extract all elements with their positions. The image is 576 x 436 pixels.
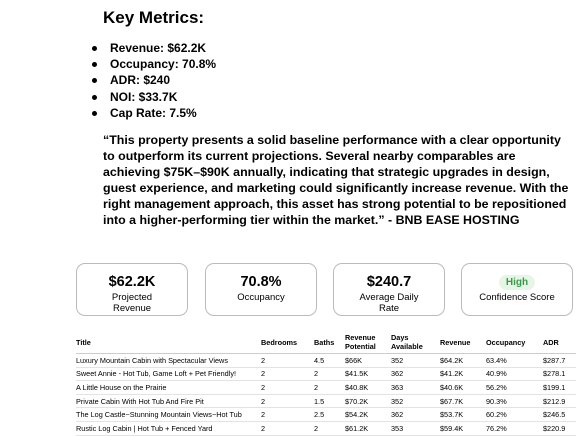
table-cell: $41.5K (345, 367, 391, 382)
card-label: Average Daily Rate (359, 292, 419, 314)
table-cell: The Log Castle~Stunning Mountain Views~H… (76, 407, 261, 422)
table-row: A Little House on the Prairie 2 2 $40.8K 363… (76, 380, 576, 395)
table-cell: Rustic Log Cabin | Hot Tub + Fenced Yard (76, 421, 261, 436)
table-cell: $66K (345, 353, 391, 368)
table-cell: 2 (314, 421, 345, 436)
table-cell: 2 (261, 353, 314, 368)
table-cell: $67.7K (440, 394, 486, 409)
table-cell: $199.1 (543, 380, 576, 395)
table-row: Rustic Log Cabin | Hot Tub + Fenced Yard… (76, 421, 576, 436)
table-cell: 60.2% (486, 407, 543, 422)
quote: “This property presents a solid baseline… (103, 133, 569, 227)
table-cell: $59.4K (440, 421, 486, 436)
table-cell: 2 (314, 380, 345, 395)
table-cell: $54.2K (345, 407, 391, 422)
table-cell: 56.2% (486, 380, 543, 395)
table-cell: 76.2% (486, 421, 543, 436)
bullet-item: ADR: $240 (92, 72, 216, 88)
table-cell: 2 (314, 367, 345, 382)
table-cell: 2 (261, 380, 314, 395)
table-cell: $287.7 (543, 353, 576, 368)
table-cell: $53.7K (440, 407, 486, 422)
table-cell: 90.3% (486, 394, 543, 409)
confidence-badge: High (498, 275, 536, 290)
table-cell: Private Cabin With Hot Tub And Fire Pit (76, 394, 261, 409)
comparables-table: Title Bedrooms Baths Revenue Potential Days … (76, 331, 576, 436)
table-cell: 40.9% (486, 367, 543, 382)
table-row: Luxury Mountain Cabin with Spectacular V… (76, 353, 576, 368)
bullet-item: Cap Rate: 7.5% (92, 105, 216, 121)
table-cell: 362 (391, 407, 440, 422)
table-row: Sweet Annie - Hot Tub, Game Loft + Pet F… (76, 367, 576, 382)
table-cell: 353 (391, 421, 440, 436)
column-header: Days Available (391, 331, 440, 354)
table-cell: $70.2K (345, 394, 391, 409)
column-header: Revenue (440, 331, 486, 354)
metric-card: $240.7 Average Daily Rate (333, 263, 445, 316)
badge-wrap: High (462, 264, 572, 290)
table-cell: 4.5 (314, 353, 345, 368)
table-cell: 2 (261, 367, 314, 382)
metric-card: High Confidence Score (461, 263, 573, 316)
table-row: The Log Castle~Stunning Mountain Views~H… (76, 407, 576, 422)
table-cell: 1.5 (314, 394, 345, 409)
column-header: Bedrooms (261, 331, 314, 354)
table-cell: 362 (391, 367, 440, 382)
table-cell: $220.9 (543, 421, 576, 436)
table-cell: 63.4% (486, 353, 543, 368)
table-cell: Sweet Annie - Hot Tub, Game Loft + Pet F… (76, 367, 261, 382)
card-value: 70.8% (240, 274, 282, 290)
table-cell: $40.8K (345, 380, 391, 395)
column-header: Title (76, 331, 261, 354)
table-cell: 2.5 (314, 407, 345, 422)
table-cell: $41.2K (440, 367, 486, 382)
header-row: Title Bedrooms Baths Revenue Potential Days … (76, 331, 576, 354)
table-cell: A Little House on the Prairie (76, 380, 261, 395)
table-cell: $61.2K (345, 421, 391, 436)
table-cell: $40.6K (440, 380, 486, 395)
table-row: Private Cabin With Hot Tub And Fire Pit 2… (76, 394, 576, 409)
table-cell: $246.5 (543, 407, 576, 422)
bullet-item: Occupancy: 70.8% (92, 56, 216, 72)
card-value: $240.7 (366, 274, 412, 290)
card-label: Confidence Score (479, 292, 555, 303)
column-header: Occupancy (486, 331, 543, 354)
table-cell: $278.1 (543, 367, 576, 382)
table-cell: 2 (261, 394, 314, 409)
table-cell: 363 (391, 380, 440, 395)
table-cell: $64.2K (440, 353, 486, 368)
table-body: Luxury Mountain Cabin with Spectacular V… (76, 353, 576, 436)
bullet-item: NOI: $33.7K (92, 89, 216, 105)
table-cell: 2 (261, 421, 314, 436)
table-cell: 352 (391, 353, 440, 368)
bullet-item: Revenue: $62.2K (92, 40, 216, 56)
metric-card: $62.2K Projected Revenue (76, 263, 188, 316)
table-cell: $212.9 (543, 394, 576, 409)
table-cell: Luxury Mountain Cabin with Spectacular V… (76, 353, 261, 368)
heading: Key Metrics: (103, 8, 205, 27)
bullet-list: Revenue: $62.2K Occupancy: 70.8% ADR: $240… (92, 40, 216, 121)
column-header: ADR (543, 331, 576, 354)
card-label: Projected Revenue (111, 292, 153, 314)
table-cell: 2 (261, 407, 314, 422)
table-cell: 352 (391, 394, 440, 409)
metric-card: 70.8% Occupancy (205, 263, 317, 316)
column-header: Baths (314, 331, 345, 354)
card-value: $62.2K (108, 274, 156, 290)
column-header: Revenue Potential (345, 331, 391, 354)
card-label: Occupancy (237, 292, 285, 303)
